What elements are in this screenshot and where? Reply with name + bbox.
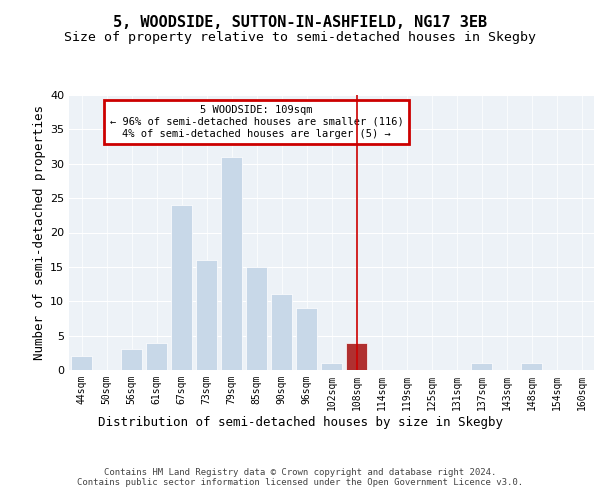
Text: Contains HM Land Registry data © Crown copyright and database right 2024.
Contai: Contains HM Land Registry data © Crown c…	[77, 468, 523, 487]
Bar	[246, 267, 267, 370]
Bar	[146, 342, 167, 370]
Bar	[471, 363, 492, 370]
Text: Size of property relative to semi-detached houses in Skegby: Size of property relative to semi-detach…	[64, 31, 536, 44]
Text: 5 WOODSIDE: 109sqm
← 96% of semi-detached houses are smaller (116)
4% of semi-de: 5 WOODSIDE: 109sqm ← 96% of semi-detache…	[110, 106, 403, 138]
Y-axis label: Number of semi-detached properties: Number of semi-detached properties	[33, 105, 46, 360]
Bar	[121, 350, 142, 370]
Text: Distribution of semi-detached houses by size in Skegby: Distribution of semi-detached houses by …	[97, 416, 503, 429]
Bar	[296, 308, 317, 370]
Text: 5, WOODSIDE, SUTTON-IN-ASHFIELD, NG17 3EB: 5, WOODSIDE, SUTTON-IN-ASHFIELD, NG17 3E…	[113, 15, 487, 30]
Bar	[221, 157, 242, 370]
Bar	[71, 356, 92, 370]
Bar	[196, 260, 217, 370]
Bar	[271, 294, 292, 370]
Bar	[346, 342, 367, 370]
Bar	[521, 363, 542, 370]
Bar	[321, 363, 342, 370]
Bar	[171, 205, 192, 370]
